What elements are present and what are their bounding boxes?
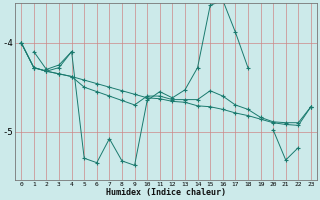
X-axis label: Humidex (Indice chaleur): Humidex (Indice chaleur) [106,188,226,197]
